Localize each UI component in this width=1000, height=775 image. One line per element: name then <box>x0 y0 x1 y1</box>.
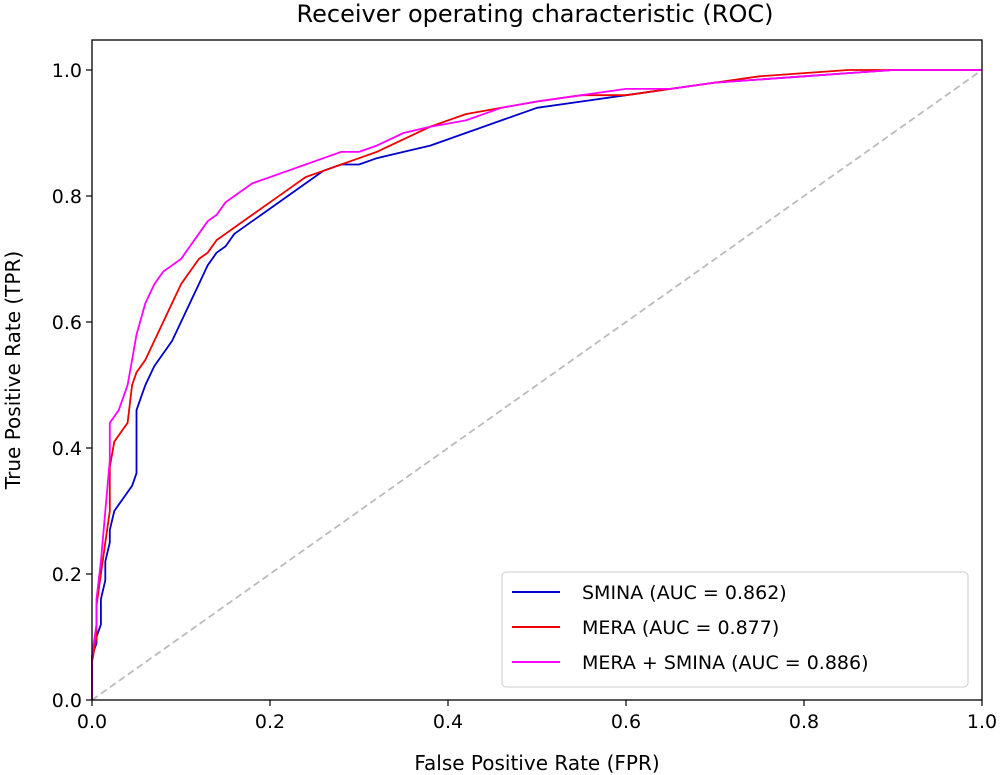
axis-ticks: 0.0 0.2 0.4 0.6 0.8 1.0 0.0 0.2 0.4 0.6 0.8 1.0 <box>52 60 997 733</box>
chart-title: Receiver operating characteristic (ROC) <box>297 0 774 28</box>
legend-label-series-1: SMINA (AUC = 0.862) <box>582 582 787 604</box>
plot-area <box>91 69 983 701</box>
x-tick-label: 0.4 <box>433 711 463 733</box>
chance-diagonal-line <box>91 69 983 701</box>
y-tick-label: 1.0 <box>52 60 82 82</box>
y-tick-label: 0.2 <box>52 564 82 586</box>
legend-box <box>501 571 969 688</box>
x-tick-label: 1.0 <box>967 711 997 733</box>
x-tick-label: 0.2 <box>255 711 285 733</box>
x-axis-label: False Positive Rate (FPR) <box>414 751 659 775</box>
x-tick-label: 0.6 <box>611 711 641 733</box>
x-tick-label: 0.0 <box>77 711 107 733</box>
y-tick-label: 0.0 <box>52 690 82 712</box>
legend: SMINA (AUC = 0.862) MERA (AUC = 0.877) MER… <box>501 571 969 688</box>
y-tick-label: 0.8 <box>52 186 82 208</box>
y-axis-label: True Positive Rate (TPR) <box>1 251 25 490</box>
roc-curve-series-3 <box>91 69 982 700</box>
legend-label-series-3: MERA + SMINA (AUC = 0.886) <box>582 652 869 674</box>
legend-label-series-2: MERA (AUC = 0.877) <box>582 617 779 639</box>
y-tick-label: 0.4 <box>52 438 82 460</box>
roc-curve-series-1 <box>91 69 982 700</box>
y-tick-label: 0.6 <box>52 312 82 334</box>
x-tick-label: 0.8 <box>789 711 819 733</box>
plot-frame <box>91 39 983 701</box>
roc-curve-series-2 <box>91 69 982 700</box>
